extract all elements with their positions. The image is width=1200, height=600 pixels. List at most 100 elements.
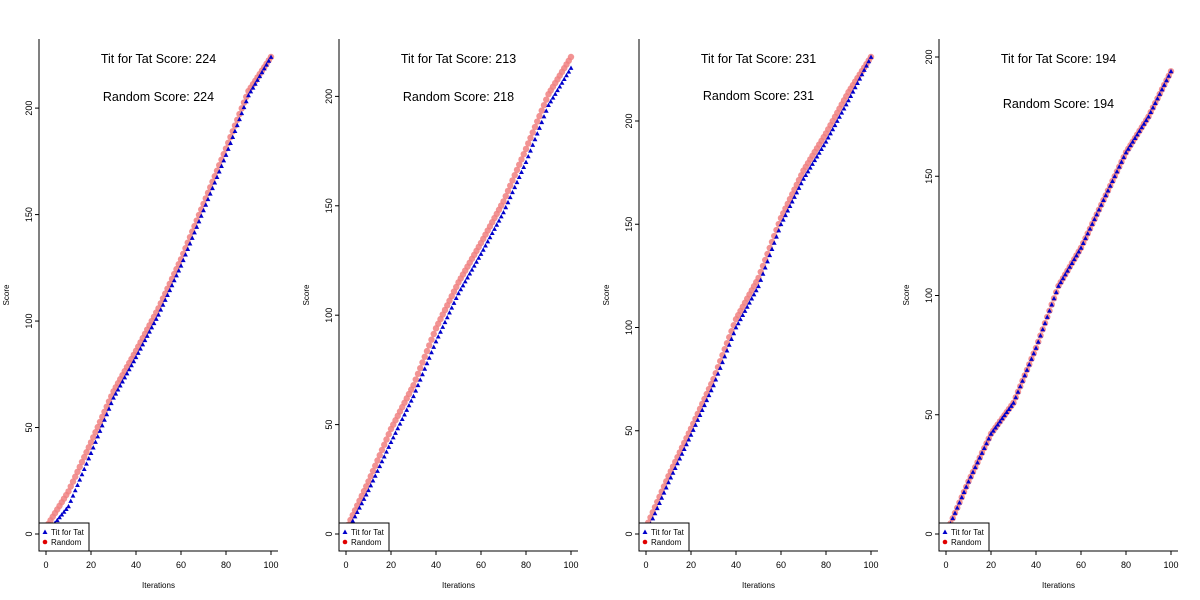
tit-for-tat-point xyxy=(1137,128,1142,133)
tit-for-tat-point xyxy=(521,164,527,169)
tit-for-tat-point xyxy=(977,455,983,460)
tit-for-tat-point xyxy=(386,444,392,449)
tit-for-tat-point xyxy=(246,92,251,98)
tit-for-tat-point xyxy=(106,406,112,411)
tit-for-tat-point xyxy=(821,142,827,148)
x-axis-label: Iterations xyxy=(142,581,175,590)
tit-for-tat-point xyxy=(708,387,714,393)
tit-for-tat-point xyxy=(861,67,867,72)
random-point xyxy=(374,457,381,464)
x-tick-label: 0 xyxy=(343,560,348,570)
tit-for-tat-point xyxy=(1022,372,1028,378)
tit-for-tat-point xyxy=(507,194,513,200)
tit-for-tat-point xyxy=(424,360,430,366)
tit-for-tat-point xyxy=(97,428,103,433)
tit-for-tat-point xyxy=(798,180,804,186)
tit-for-tat-point xyxy=(837,114,842,119)
tit-for-tat-point xyxy=(548,99,554,104)
random-point xyxy=(74,468,81,476)
tit-for-tat-point xyxy=(252,81,258,86)
x-tick-label: 0 xyxy=(643,560,648,570)
tit-for-tat-point xyxy=(988,431,994,436)
tit-for-tat-point xyxy=(986,436,992,441)
tit-for-tat-point xyxy=(234,122,240,128)
tit-for-tat-point xyxy=(702,402,707,408)
tit-for-tat-point xyxy=(411,393,416,399)
tit-for-tat-point xyxy=(828,131,833,136)
tit-for-tat-point xyxy=(1011,400,1016,405)
tit-for-tat-point xyxy=(744,304,750,309)
tit-for-tat-point xyxy=(1033,345,1039,350)
tit-for-tat-point xyxy=(546,102,551,108)
tit-for-tat-point xyxy=(70,493,76,498)
tit-for-tat-point xyxy=(426,355,432,360)
tit-for-tat-point xyxy=(729,336,734,341)
random-point xyxy=(567,53,575,61)
tit-for-tat-point xyxy=(178,263,184,268)
tit-for-tat-point xyxy=(968,474,974,479)
tit-for-tat-point xyxy=(711,382,716,388)
random-point xyxy=(540,101,548,109)
tit-for-tat-point xyxy=(422,366,428,371)
tit-for-tat-point xyxy=(370,478,376,483)
tit-for-tat-point xyxy=(1098,202,1104,207)
tit-for-tat-point xyxy=(1067,264,1073,269)
tit-for-tat-point xyxy=(393,430,398,435)
y-tick-label: 0 xyxy=(324,531,334,536)
tit-for-tat-point xyxy=(420,371,425,377)
tit-for-tat-point xyxy=(381,454,387,459)
tit-for-tat-point xyxy=(95,434,101,439)
tit-for-tat-point xyxy=(966,479,971,484)
x-tick-label: 60 xyxy=(176,560,186,570)
tit-for-tat-point xyxy=(1024,367,1030,372)
tit-for-tat-point xyxy=(675,460,680,466)
tit-for-tat-point xyxy=(537,125,542,130)
tit-for-tat-point xyxy=(1101,197,1106,203)
tit-for-tat-point xyxy=(456,290,461,296)
tit-for-tat-point xyxy=(266,58,272,63)
tit-for-tat-point xyxy=(406,402,412,408)
tit-for-tat-point xyxy=(1114,169,1120,174)
tit-for-tat-point xyxy=(88,450,94,456)
tit-for-tat-point xyxy=(196,218,202,224)
tit-for-tat-point xyxy=(501,209,506,215)
random-point xyxy=(99,413,106,421)
y-tick-label: 150 xyxy=(624,217,634,232)
tit-for-tat-point xyxy=(417,377,423,382)
tit-for-tat-point xyxy=(483,243,488,248)
tit-for-tat-point xyxy=(699,407,705,413)
random-point xyxy=(358,492,365,500)
tit-for-tat-point xyxy=(677,456,683,461)
tit-for-tat-point xyxy=(462,279,468,284)
tit-for-tat-point xyxy=(695,417,701,422)
tit-for-tat-point xyxy=(156,312,161,317)
tit-for-tat-point xyxy=(731,330,737,336)
tit-for-tat-point xyxy=(735,320,741,326)
tit-for-tat-point xyxy=(834,118,840,123)
tit-for-tat-point xyxy=(165,292,170,297)
tit-for-tat-point xyxy=(140,342,146,347)
tit-for-tat-point xyxy=(954,505,960,510)
tit-for-tat-point xyxy=(839,110,845,115)
tit-for-tat-point xyxy=(1049,302,1055,307)
tit-for-tat-point xyxy=(541,114,547,119)
tit-for-tat-point xyxy=(686,437,692,442)
tit-for-tat-point xyxy=(1096,207,1102,212)
tit-for-tat-point xyxy=(999,415,1005,421)
legend-random-marker xyxy=(942,539,948,545)
tit-for-tat-point xyxy=(970,469,976,474)
tit-for-tat-point xyxy=(1040,326,1046,332)
tit-for-tat-point xyxy=(1080,240,1086,245)
y-axis-label: Score xyxy=(902,284,911,305)
tit-for-tat-point xyxy=(138,346,143,351)
random-point xyxy=(78,458,86,466)
tit-for-tat-point xyxy=(102,417,107,422)
tit-for-tat-point xyxy=(363,492,369,497)
tit-for-tat-point xyxy=(864,63,869,68)
tit-for-tat-point xyxy=(257,73,263,79)
tit-for-tat-point xyxy=(825,135,831,140)
legend-random-label: Random xyxy=(51,538,82,547)
tit-for-tat-point xyxy=(661,490,667,495)
random-point xyxy=(504,187,512,195)
random-point xyxy=(376,452,383,459)
